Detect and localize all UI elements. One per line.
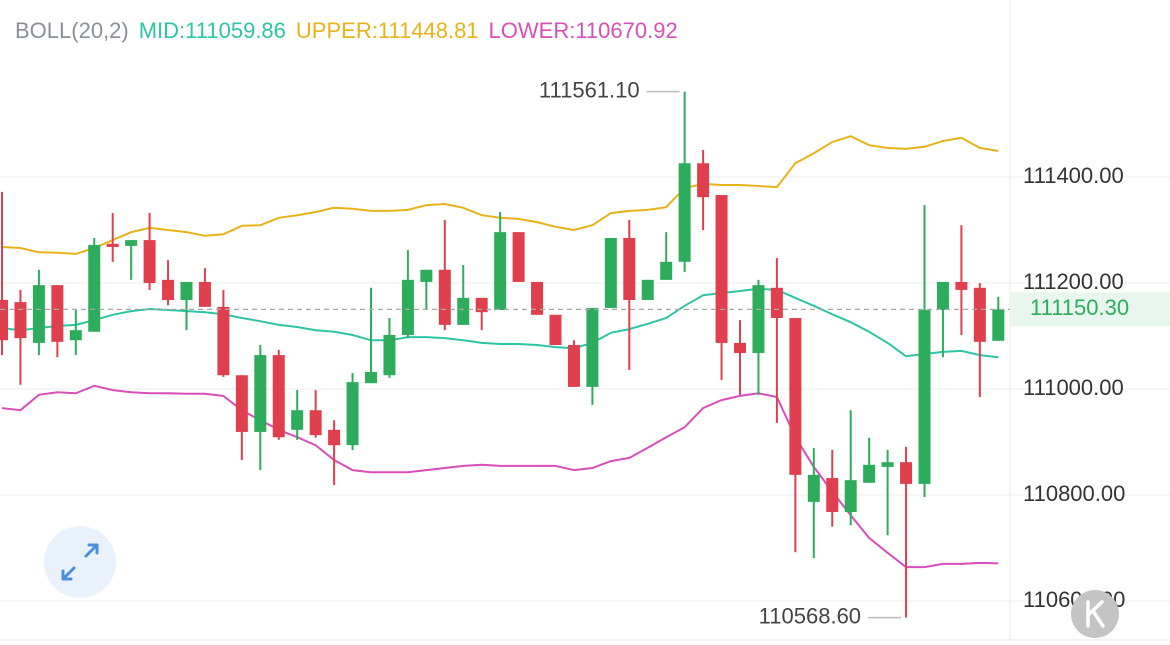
candle-body: [641, 279, 654, 300]
grid: 110600.00110800.00111000.00111200.001114…: [0, 163, 1170, 612]
candles: [0, 91, 1005, 618]
candle-body: [844, 480, 857, 512]
candle-body: [475, 297, 488, 313]
candle-body: [936, 281, 949, 311]
candle-body: [955, 281, 968, 290]
legend-item: MID:111059.86: [139, 18, 286, 43]
candle-body: [678, 163, 691, 262]
candle-body: [770, 287, 783, 318]
candle-body: [401, 279, 414, 335]
candle-body: [180, 281, 193, 300]
candle-body: [734, 342, 746, 353]
candle-body: [863, 464, 876, 483]
candle-body: [457, 297, 470, 325]
candle-body: [51, 285, 64, 342]
expand-button-bg[interactable]: [44, 526, 116, 598]
candle-body: [531, 281, 544, 315]
last-price-label: 111150.30: [1030, 295, 1129, 320]
candle-body: [697, 163, 710, 198]
candle-body: [567, 345, 580, 387]
last-price-box: [1010, 292, 1170, 327]
candle-body: [660, 261, 673, 280]
watermark: [1071, 590, 1119, 638]
candle-body: [291, 410, 304, 430]
candle-body: [752, 285, 765, 353]
candle-body: [623, 237, 636, 300]
candle-body: [14, 302, 27, 339]
candle-body: [0, 299, 8, 341]
candle-body: [217, 306, 230, 376]
expand-button[interactable]: [44, 526, 116, 598]
annotation-label: 110568.60: [759, 603, 861, 628]
candle-body: [549, 314, 562, 346]
overlay: 111561.10 110568.60 111150.30: [0, 77, 1170, 628]
expand-icon[interactable]: [61, 543, 99, 581]
candle-body: [235, 375, 248, 432]
candle-body: [125, 240, 138, 246]
annotation-label: 111561.10: [539, 77, 640, 102]
candle-body: [254, 355, 267, 432]
y-tick-label: 110800.00: [1023, 481, 1125, 506]
candle-body: [383, 334, 396, 376]
y-tick-label: 111200.00: [1023, 269, 1124, 294]
candle-body: [512, 232, 525, 282]
candle-body: [992, 309, 1005, 341]
candle-body: [272, 355, 285, 438]
candle-body: [198, 281, 211, 307]
candle-body: [106, 243, 119, 247]
candle-body: [69, 330, 82, 341]
candle-body: [420, 269, 433, 282]
candle-body: [826, 478, 839, 512]
candle-body: [494, 232, 507, 311]
band-line: [1, 287, 999, 359]
candle-body: [309, 410, 322, 436]
candle-body: [973, 287, 986, 342]
candle-body: [162, 279, 175, 300]
candle-body: [346, 382, 359, 446]
candle-body: [807, 474, 820, 502]
candle-body: [32, 285, 45, 343]
legend-item: LOWER:110670.92: [489, 18, 678, 43]
candle-body: [881, 462, 894, 467]
candle-body: [365, 372, 377, 384]
candle-body: [900, 462, 913, 484]
candle-body: [789, 317, 802, 475]
candle-body: [918, 310, 931, 484]
candle-body: [715, 195, 728, 343]
candle-body: [438, 269, 451, 325]
candle-body: [604, 237, 617, 308]
candle-body: [143, 240, 156, 284]
legend-item: UPPER:111448.81: [296, 18, 479, 43]
indicator-label: BOLL(20,2): [15, 18, 129, 43]
header: BOLL(20,2) MID:111059.86 UPPER:111448.81 L…: [15, 18, 678, 43]
y-tick-label: 111000.00: [1023, 375, 1124, 400]
candle-body: [586, 307, 599, 387]
watermark-logo: [1086, 600, 1105, 628]
y-tick-label: 111400.00: [1023, 163, 1124, 188]
candle-body: [88, 244, 101, 332]
candle-body: [328, 429, 341, 446]
